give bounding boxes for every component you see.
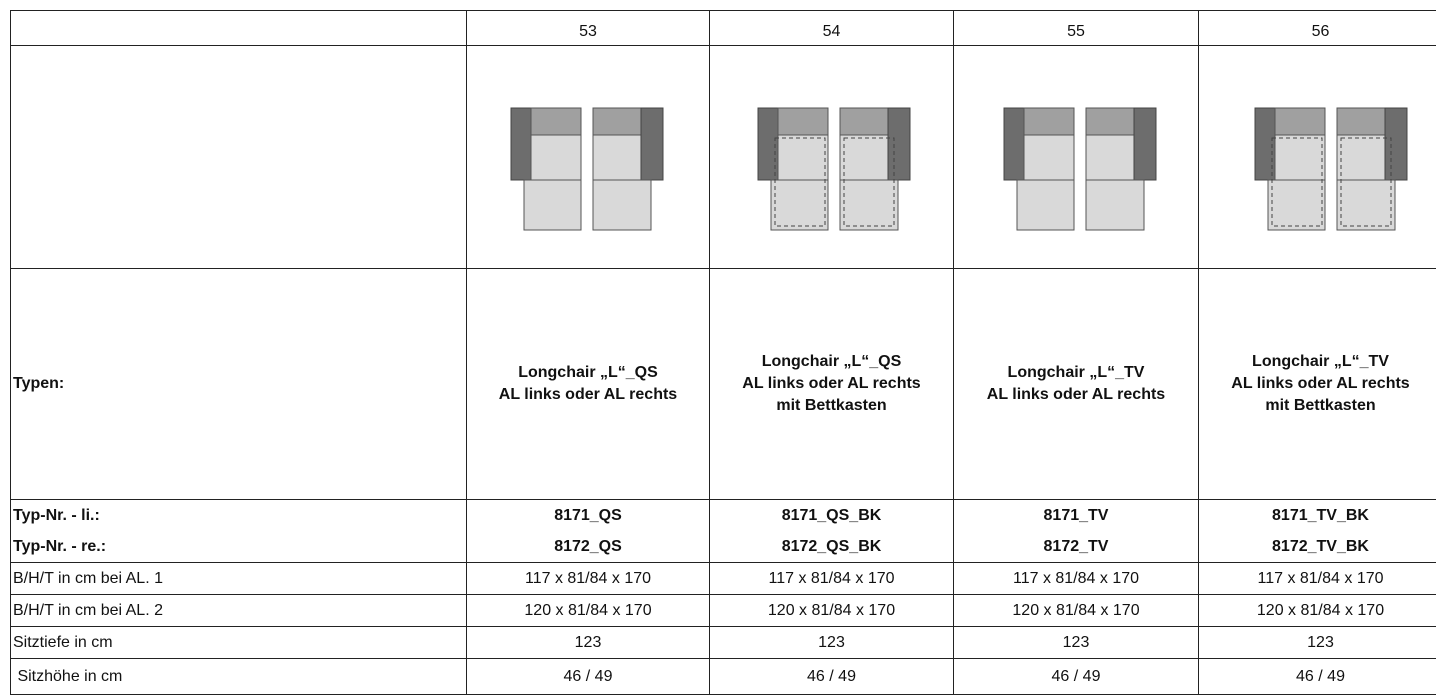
value-cell: 120 x 81/84 x 170	[710, 595, 954, 627]
value-cell: 117 x 81/84 x 170	[710, 563, 954, 595]
row-label: Typen:	[11, 269, 467, 500]
type-line: mit Bettkasten	[713, 395, 950, 417]
value-cell: 46 / 49	[954, 659, 1199, 695]
column-number: 54	[710, 11, 954, 46]
image-row	[11, 46, 1436, 269]
sofa-icon	[954, 46, 1199, 268]
empty-cell	[11, 46, 467, 269]
sofa-icon	[710, 46, 953, 268]
value-cell: 46 / 49	[467, 659, 710, 695]
value-cell: 8172_TV_BK	[1199, 531, 1436, 563]
type-line: Longchair „L“_QS	[713, 351, 950, 373]
type-line: AL links oder AL rechts	[1202, 373, 1436, 395]
value-cell: 117 x 81/84 x 170	[467, 563, 710, 595]
value-cell: 123	[954, 627, 1199, 659]
header-row: 53 54 55 56	[11, 11, 1436, 46]
value-cell: 123	[1199, 627, 1436, 659]
value-cell: 8172_QS	[467, 531, 710, 563]
value-cell: 8171_TV	[954, 500, 1199, 532]
sofa-icon	[467, 46, 710, 268]
type-line: AL links oder AL rechts	[713, 373, 950, 395]
image-cell	[954, 46, 1199, 269]
type-line: Longchair „L“_TV	[1202, 351, 1436, 373]
column-number: 55	[954, 11, 1199, 46]
value-cell: 117 x 81/84 x 170	[954, 563, 1199, 595]
value-cell: 8171_TV_BK	[1199, 500, 1436, 532]
row-label: B/H/T in cm bei AL. 2	[11, 595, 467, 627]
row-label: B/H/T in cm bei AL. 1	[11, 563, 467, 595]
value-cell: 8172_QS_BK	[710, 531, 954, 563]
empty-cell	[11, 11, 467, 46]
type-line: AL links oder AL rechts	[957, 384, 1195, 406]
value-cell: 123	[467, 627, 710, 659]
column-number: 53	[467, 11, 710, 46]
value-cell: 120 x 81/84 x 170	[1199, 595, 1436, 627]
image-cell	[467, 46, 710, 269]
value-cell: 123	[710, 627, 954, 659]
row-label: Typ-Nr. - li.:	[11, 500, 467, 532]
value-cell: 8172_TV	[954, 531, 1199, 563]
image-cell	[1199, 46, 1436, 269]
image-cell	[710, 46, 954, 269]
type-line: AL links oder AL rechts	[470, 384, 706, 406]
row-label: Typ-Nr. - re.:	[11, 531, 467, 563]
row-label: Sitzhöhe in cm	[11, 659, 467, 695]
type-line: Longchair „L“_TV	[957, 362, 1195, 384]
value-cell: 117 x 81/84 x 170	[1199, 563, 1436, 595]
value-cell: 46 / 49	[710, 659, 954, 695]
value-cell: 8171_QS	[467, 500, 710, 532]
value-cell: 120 x 81/84 x 170	[467, 595, 710, 627]
type-line: Longchair „L“_QS	[470, 362, 706, 384]
sofa-icon	[1199, 46, 1436, 268]
value-cell: 8171_QS_BK	[710, 500, 954, 532]
column-number: 56	[1199, 11, 1436, 46]
value-cell: 46 / 49	[1199, 659, 1436, 695]
type-line: mit Bettkasten	[1202, 395, 1436, 417]
row-label: Sitztiefe in cm	[11, 627, 467, 659]
value-cell: 120 x 81/84 x 170	[954, 595, 1199, 627]
